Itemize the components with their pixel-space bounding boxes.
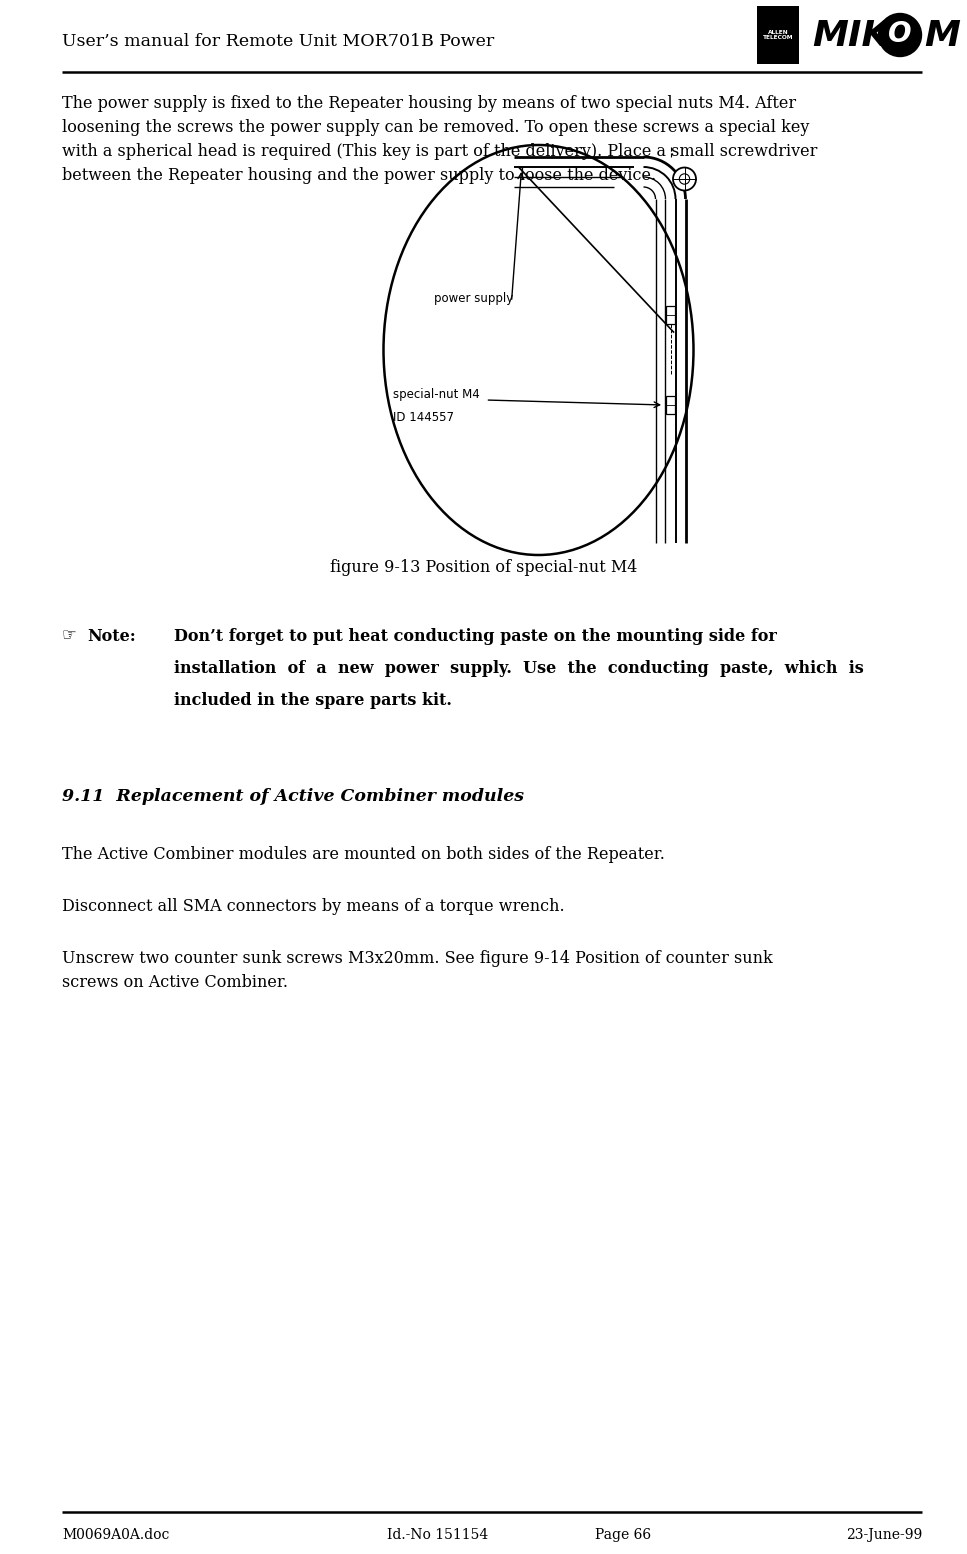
Text: The power supply is fixed to the Repeater housing by means of two special nuts M: The power supply is fixed to the Repeate… (62, 95, 817, 185)
Text: Id.-No 151154: Id.-No 151154 (387, 1528, 488, 1542)
Text: ID 144557: ID 144557 (394, 410, 454, 424)
Text: O: O (888, 20, 912, 48)
Text: figure 9-13 Position of special-nut M4: figure 9-13 Position of special-nut M4 (330, 559, 637, 577)
Text: ALLEN
TELECOM: ALLEN TELECOM (763, 30, 793, 40)
Bar (757, 6, 799, 64)
Circle shape (680, 174, 689, 185)
Text: M: M (924, 19, 960, 53)
Text: included in the spare parts kit.: included in the spare parts kit. (174, 692, 452, 709)
Text: installation  of  a  new  power  supply.  Use  the  conducting  paste,  which  i: installation of a new power supply. Use … (174, 660, 864, 678)
Text: M0069A0A.doc: M0069A0A.doc (62, 1528, 169, 1542)
Text: User’s manual for Remote Unit MOR701B Power: User’s manual for Remote Unit MOR701B Po… (62, 34, 494, 50)
Circle shape (878, 14, 922, 56)
Text: Page 66: Page 66 (595, 1528, 651, 1542)
Text: The Active Combiner modules are mounted on both sides of the Repeater.: The Active Combiner modules are mounted … (62, 845, 665, 862)
Text: MIK: MIK (812, 19, 890, 53)
Text: 23-June-99: 23-June-99 (846, 1528, 922, 1542)
Text: power supply: power supply (433, 292, 513, 305)
Ellipse shape (384, 145, 693, 555)
Text: special-nut M4: special-nut M4 (394, 388, 481, 401)
Bar (666, 396, 675, 413)
Text: 9.11  Replacement of Active Combiner modules: 9.11 Replacement of Active Combiner modu… (62, 788, 524, 805)
Text: Note:: Note: (87, 628, 135, 645)
Text: Don’t forget to put heat conducting paste on the mounting side for: Don’t forget to put heat conducting past… (174, 628, 777, 645)
Text: ☞: ☞ (62, 626, 76, 643)
Circle shape (673, 168, 696, 191)
Text: Disconnect all SMA connectors by means of a torque wrench.: Disconnect all SMA connectors by means o… (62, 898, 565, 915)
Bar (666, 306, 675, 323)
Text: Unscrew two counter sunk screws M3x20mm. See figure 9-14 Position of counter sun: Unscrew two counter sunk screws M3x20mm.… (62, 949, 773, 991)
